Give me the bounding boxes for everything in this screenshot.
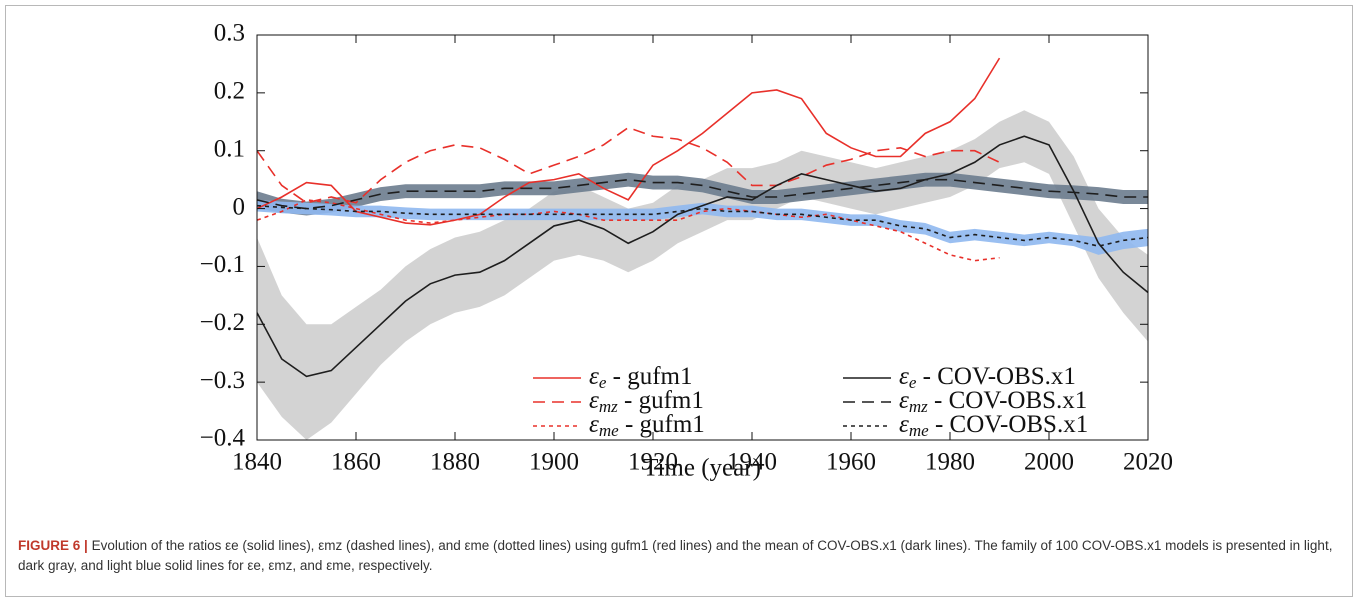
legend-text: - gufm1: [618, 387, 704, 414]
x-tick-label: 1920: [628, 449, 678, 476]
legend-text: - gufm1: [606, 363, 692, 390]
legend-symbol: ε: [589, 411, 599, 438]
legend-text: - COV-OBS.x1: [928, 387, 1088, 414]
legend-symbol: ε: [899, 387, 909, 414]
legend-text: - COV-OBS.x1: [929, 411, 1089, 438]
caption: FIGURE 6 | Evolution of the ratios εe (s…: [18, 536, 1338, 576]
series-line: [257, 135, 1148, 378]
legend-text: - COV-OBS.x1: [916, 363, 1076, 390]
series-line: [257, 204, 1148, 248]
legend-symbol: ε: [899, 363, 909, 390]
caption-text: Evolution of the ratios εe (solid lines)…: [18, 538, 1333, 573]
y-tick-label: −0.3: [200, 367, 245, 394]
x-tick-label: 1860: [331, 449, 381, 476]
legend-text: - gufm1: [619, 411, 705, 438]
legend-subscript: me: [599, 421, 619, 440]
ensemble-band: [257, 110, 1148, 440]
x-tick-label: 1880: [430, 449, 480, 476]
legend-label: εmz - COV-OBS.x1: [899, 387, 1087, 416]
y-tick-label: −0.4: [200, 425, 246, 452]
x-tick-label: 1960: [826, 449, 876, 476]
legend-label: εe - gufm1: [589, 363, 693, 392]
x-tick-label: 1940: [727, 449, 777, 476]
x-tick-label: 2000: [1024, 449, 1074, 476]
caption-label: FIGURE 6 |: [18, 538, 88, 553]
x-tick-label: 1900: [529, 449, 579, 476]
series-line: [257, 199, 1000, 262]
legend-label: εe - COV-OBS.x1: [899, 363, 1076, 392]
chart: Time (year) −0.4 −0.3 −0.2 −0.1 0 0.1 0.2 0.3 18…: [200, 20, 1173, 482]
legend-subscript: me: [909, 421, 929, 440]
y-tick-label: 0: [233, 193, 246, 220]
legend-symbol: ε: [899, 411, 909, 438]
y-tick-label: −0.1: [200, 251, 245, 278]
x-tick-label: 2020: [1123, 449, 1173, 476]
legend-symbol: ε: [589, 363, 599, 390]
legend-subscript: e: [599, 373, 607, 392]
y-tick-label: 0.3: [214, 20, 245, 47]
x-tick-label: 1980: [925, 449, 975, 476]
y-tick-label: 0.2: [214, 78, 245, 105]
legend-subscript: mz: [909, 397, 928, 416]
plot: [257, 57, 1148, 440]
x-tick-label: 1840: [232, 449, 282, 476]
figure-frame: [5, 5, 1353, 597]
y-tick-label: 0.1: [214, 135, 245, 162]
plot-frame: [256, 34, 1149, 441]
legend-label: εme - gufm1: [589, 411, 705, 440]
ensemble-band: [257, 172, 1148, 216]
series-line: [257, 178, 1148, 210]
legend-subscript: e: [909, 373, 917, 392]
y-tick-label: −0.2: [200, 309, 245, 336]
legend-subscript: mz: [599, 397, 618, 416]
legend-symbol: ε: [589, 387, 599, 414]
series-line: [257, 126, 1000, 204]
series-line: [257, 57, 1001, 226]
legend-label: εmz - gufm1: [589, 387, 704, 416]
legend-label: εme - COV-OBS.x1: [899, 411, 1088, 440]
x-axis-label: Time (year): [643, 455, 761, 482]
